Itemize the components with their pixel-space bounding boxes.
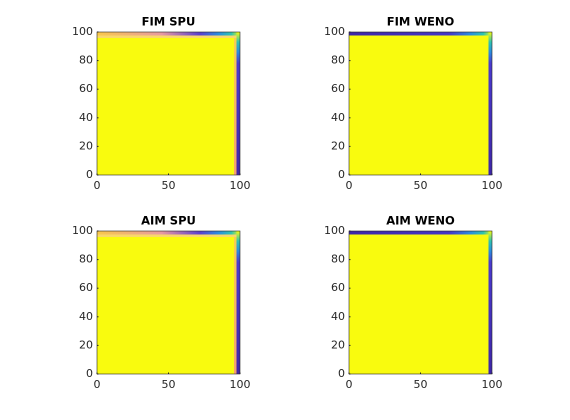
- y-tick-label: 0: [86, 168, 93, 181]
- y-tick-label: 40: [331, 310, 345, 323]
- x-tick-label: 50: [162, 378, 176, 391]
- x-tick-label: 100: [230, 179, 251, 192]
- x-tick-label: 50: [162, 179, 176, 192]
- x-tick-label: 50: [414, 179, 428, 192]
- y-tick-label: 60: [79, 281, 93, 294]
- y-tick-label: 0: [338, 367, 345, 380]
- y-tick-label: 60: [79, 82, 93, 95]
- y-tick-label: 100: [72, 25, 93, 38]
- field: [97, 231, 240, 374]
- y-tick-label: 0: [86, 367, 93, 380]
- x-tick-label: 100: [482, 378, 503, 391]
- y-tick-label: 60: [331, 82, 345, 95]
- edge-band: [97, 32, 240, 36]
- x-tick-label: 100: [482, 179, 503, 192]
- edge-band: [349, 231, 492, 235]
- edge-band: [234, 32, 237, 175]
- y-tick-label: 80: [79, 253, 93, 266]
- edge-band: [236, 231, 240, 374]
- y-tick-label: 100: [324, 224, 345, 237]
- y-tick-label: 80: [331, 54, 345, 67]
- x-tick-label: 0: [346, 179, 353, 192]
- x-tick-label: 0: [346, 378, 353, 391]
- field: [97, 32, 240, 175]
- y-tick-label: 20: [331, 338, 345, 351]
- x-tick-label: 100: [230, 378, 251, 391]
- edge-band: [97, 35, 240, 38]
- edge-band: [488, 32, 492, 175]
- y-tick-label: 80: [331, 253, 345, 266]
- y-tick-label: 40: [79, 111, 93, 124]
- edge-band: [349, 32, 492, 36]
- y-tick-label: 20: [331, 139, 345, 152]
- edge-band: [97, 231, 240, 235]
- y-tick-label: 0: [338, 168, 345, 181]
- y-tick-label: 60: [331, 281, 345, 294]
- y-tick-label: 20: [79, 139, 93, 152]
- edge-band: [234, 231, 237, 374]
- subplot-title: FIM SPU: [142, 15, 196, 29]
- x-tick-label: 0: [94, 179, 101, 192]
- edge-band: [488, 231, 492, 374]
- y-tick-label: 100: [72, 224, 93, 237]
- x-tick-label: 0: [94, 378, 101, 391]
- y-tick-label: 40: [79, 310, 93, 323]
- x-tick-label: 50: [414, 378, 428, 391]
- y-tick-label: 80: [79, 54, 93, 67]
- y-tick-label: 20: [79, 338, 93, 351]
- edge-band: [97, 234, 240, 237]
- edge-band: [236, 32, 240, 175]
- subplot-title: FIM WENO: [387, 15, 455, 29]
- y-tick-label: 40: [331, 111, 345, 124]
- field: [349, 32, 492, 175]
- subplot-title: AIM SPU: [141, 214, 196, 228]
- field: [349, 231, 492, 374]
- subplot-title: AIM WENO: [386, 214, 455, 228]
- y-tick-label: 100: [324, 25, 345, 38]
